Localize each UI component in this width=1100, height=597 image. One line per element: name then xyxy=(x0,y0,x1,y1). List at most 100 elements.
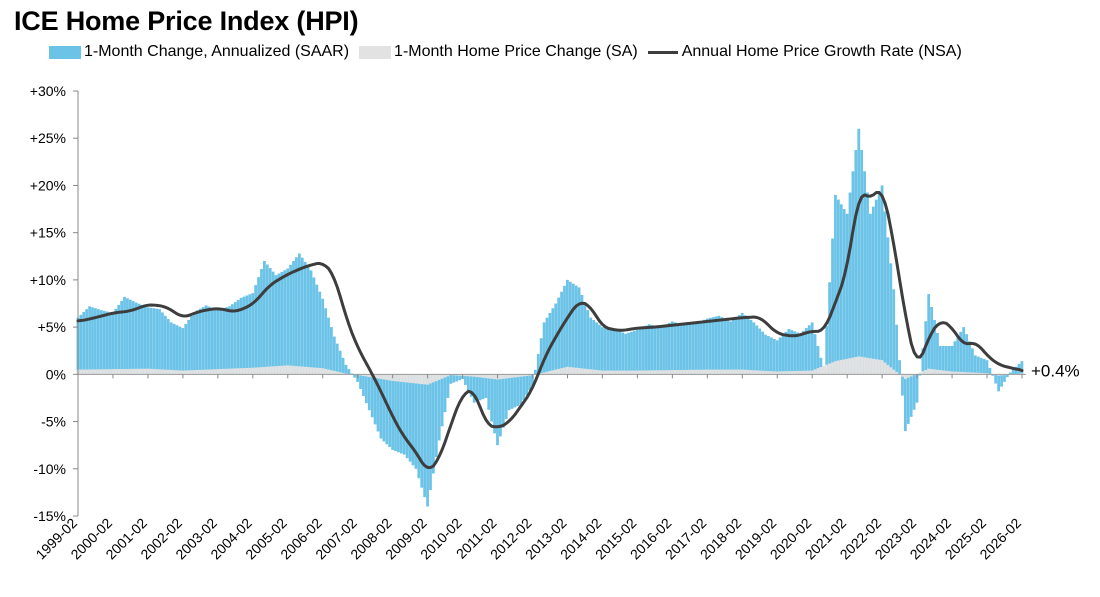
sa-bar xyxy=(402,374,406,383)
sa-bar xyxy=(280,365,284,375)
y-axis: -15% -10% -5% 0% +5% +10% +15% +20% +25% +30% xyxy=(30,83,78,524)
sa-bar xyxy=(306,367,310,375)
sa-bar xyxy=(767,371,770,375)
sa-bar xyxy=(166,369,170,375)
sa-bar xyxy=(187,370,191,375)
sa-bar xyxy=(292,365,295,375)
sa-bar xyxy=(822,365,826,375)
saar-bar xyxy=(353,374,357,378)
sa-bar xyxy=(236,368,240,375)
saar-bar xyxy=(962,327,966,375)
saar-bar xyxy=(274,275,278,375)
sa-bar xyxy=(228,368,231,375)
sa-bar xyxy=(883,362,887,375)
saar-bar xyxy=(694,323,697,375)
sa-bar xyxy=(120,369,124,375)
sa-bar xyxy=(606,370,610,375)
sa-bar xyxy=(624,370,628,375)
sa-bar xyxy=(700,369,703,375)
saar-bar xyxy=(936,333,939,375)
sa-bar xyxy=(283,365,287,375)
sa-bar xyxy=(300,366,304,375)
sa-bar xyxy=(79,369,83,375)
saar-bar xyxy=(767,336,770,375)
saar-bar xyxy=(799,333,802,375)
sa-bar xyxy=(102,369,106,375)
sa-bar xyxy=(560,368,563,375)
sa-bar xyxy=(248,367,252,375)
saar-bar xyxy=(475,374,479,402)
sa-bar xyxy=(204,369,208,375)
saar-bar xyxy=(397,374,400,453)
sa-bar xyxy=(997,374,1000,376)
sa-bar xyxy=(82,369,86,375)
saar-bar xyxy=(85,309,89,375)
sa-bar xyxy=(743,369,747,375)
sa-bar xyxy=(831,362,834,375)
saar-bar xyxy=(178,326,182,375)
sa-bar xyxy=(286,365,290,375)
sa-bar xyxy=(592,369,596,375)
saar-bar xyxy=(793,331,797,375)
saar-bar xyxy=(609,328,613,375)
saar-bar xyxy=(198,308,202,375)
saar-bar xyxy=(318,291,322,375)
sa-bar xyxy=(959,371,963,375)
sa-bar xyxy=(140,368,144,375)
sa-bar xyxy=(930,369,933,375)
saar-bar xyxy=(464,374,467,385)
sa-bar xyxy=(522,374,526,377)
sa-bar xyxy=(464,374,467,377)
sa-bar xyxy=(668,370,671,375)
saar-bar xyxy=(114,308,118,375)
sa-bar xyxy=(877,359,881,375)
saar-bar xyxy=(740,312,744,375)
sa-bar xyxy=(99,369,103,375)
saar-bar xyxy=(443,374,447,413)
sa-bar xyxy=(257,367,260,375)
saar-bar xyxy=(781,334,785,375)
sa-bar xyxy=(193,370,196,375)
saar-bar xyxy=(598,324,601,375)
sa-bar xyxy=(694,369,697,375)
sa-bar xyxy=(481,374,485,378)
sa-bar xyxy=(834,361,837,375)
sa-bar xyxy=(443,374,447,378)
saar-bar xyxy=(408,374,412,462)
sa-bar xyxy=(114,369,118,375)
saar-bar xyxy=(571,283,575,375)
saar-bar xyxy=(836,199,840,375)
sa-bar xyxy=(484,374,488,379)
saar-bar xyxy=(988,367,992,375)
sa-bar xyxy=(901,374,904,377)
saar-bar xyxy=(956,336,960,375)
sa-bar xyxy=(408,374,412,383)
sa-bar xyxy=(271,366,275,375)
saar-bar xyxy=(583,302,587,375)
saar-bar xyxy=(589,317,593,375)
saar-bar xyxy=(528,374,531,391)
sa-bar xyxy=(752,370,756,375)
saar-bar xyxy=(126,298,129,375)
sa-bar xyxy=(376,374,380,379)
saar-bar xyxy=(303,261,307,375)
saar-bar xyxy=(210,307,214,375)
saar-bar xyxy=(219,309,223,375)
sa-bar xyxy=(732,369,735,375)
saar-bar xyxy=(233,302,237,375)
sa-bar xyxy=(233,368,237,375)
saar-bar xyxy=(420,374,424,488)
sa-bar xyxy=(507,374,511,379)
saar-bar xyxy=(254,285,258,375)
saar-bar xyxy=(630,331,633,375)
sa-bar xyxy=(644,370,648,375)
saar-bar xyxy=(930,307,933,375)
saar-bar xyxy=(496,374,499,446)
saar-bar xyxy=(225,307,228,375)
saar-bar xyxy=(134,302,138,375)
saar-bar xyxy=(566,279,569,375)
saar-bar xyxy=(216,310,220,375)
saar-bar xyxy=(787,329,791,375)
saar-bar xyxy=(828,282,832,375)
y-tick-label: +25% xyxy=(30,130,66,146)
